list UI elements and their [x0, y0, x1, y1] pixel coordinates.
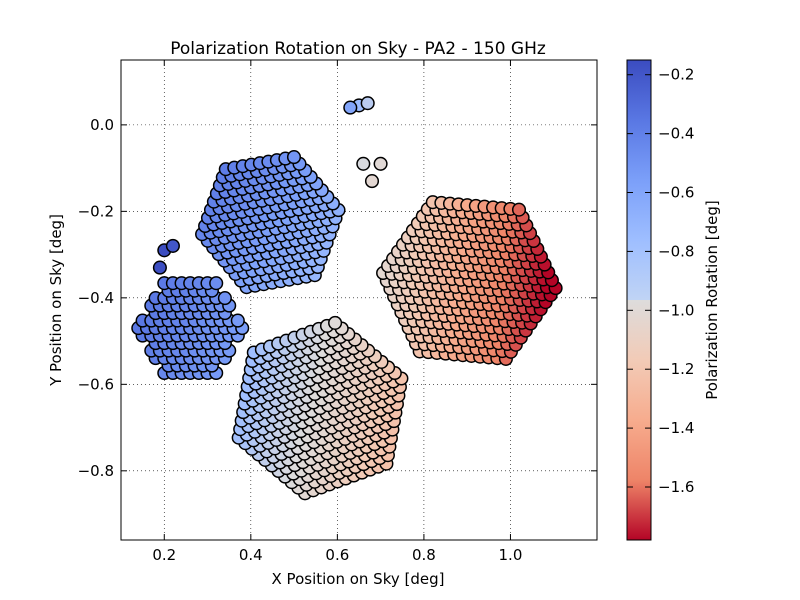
x-tick-label: 0.4	[239, 546, 263, 564]
y-tick-label: −0.6	[78, 375, 114, 393]
detector-point	[373, 156, 388, 171]
detector-point	[165, 238, 180, 253]
y-tick-label: 0.0	[90, 116, 114, 134]
detector-point	[152, 260, 167, 275]
x-tick-label: 0.8	[412, 546, 436, 564]
x-tick-label: 1.0	[499, 546, 523, 564]
colorbar-tick-label: −1.6	[658, 478, 694, 496]
detector-point	[230, 313, 245, 328]
detector-point	[343, 100, 358, 115]
colorbar-tick-label: −1.0	[658, 301, 694, 319]
x-tick-label: 0.6	[325, 546, 349, 564]
colorbar-label: Polarization Rotation [deg]	[703, 200, 721, 399]
colorbar-tick-label: −0.6	[658, 184, 694, 202]
detector-point	[209, 276, 224, 291]
colorbar-tick-label: −0.2	[658, 66, 694, 84]
colorbar-tick-label: −1.4	[658, 419, 694, 437]
detector-point	[511, 202, 527, 217]
chart-title: Polarization Rotation on Sky - PA2 - 150…	[170, 39, 546, 59]
y-tick-label: −0.2	[78, 202, 114, 220]
detector-point	[286, 150, 302, 165]
detector-points	[131, 96, 563, 501]
colorbar-tick-label: −1.2	[658, 360, 694, 378]
y-axis: 0.0 −0.2 −0.4 −0.6 −0.8	[78, 116, 597, 480]
colorbar: −0.2 −0.4 −0.6 −0.8 −1.0 −1.2 −1.4 −1.6	[626, 59, 694, 541]
plot-area: 0.2 0.4 0.6 0.8 1.0 0.0 −0.2 −0.4 −0.6 −0.8	[78, 59, 598, 564]
detector-point	[356, 156, 371, 171]
detector-point	[328, 315, 343, 330]
colorbar-tick-label: −0.8	[658, 242, 694, 260]
colorbar-ticks: −0.2 −0.4 −0.6 −0.8 −1.0 −1.2 −1.4 −1.6	[627, 66, 694, 496]
plot-frame	[120, 59, 598, 541]
y-axis-label: Y Position on Sky [deg]	[47, 214, 65, 387]
x-axis-label: X Position on Sky [deg]	[272, 570, 445, 588]
colorbar-tick-label: −0.4	[658, 125, 694, 143]
x-axis: 0.2 0.4 0.6 0.8 1.0	[152, 60, 522, 564]
y-tick-label: −0.4	[78, 289, 114, 307]
colorbar-gradient	[626, 59, 652, 541]
x-tick-label: 0.2	[152, 546, 176, 564]
detector-point	[360, 96, 375, 111]
detector-point	[217, 291, 232, 306]
y-tick-label: −0.8	[78, 462, 114, 480]
detector-point	[364, 174, 380, 189]
